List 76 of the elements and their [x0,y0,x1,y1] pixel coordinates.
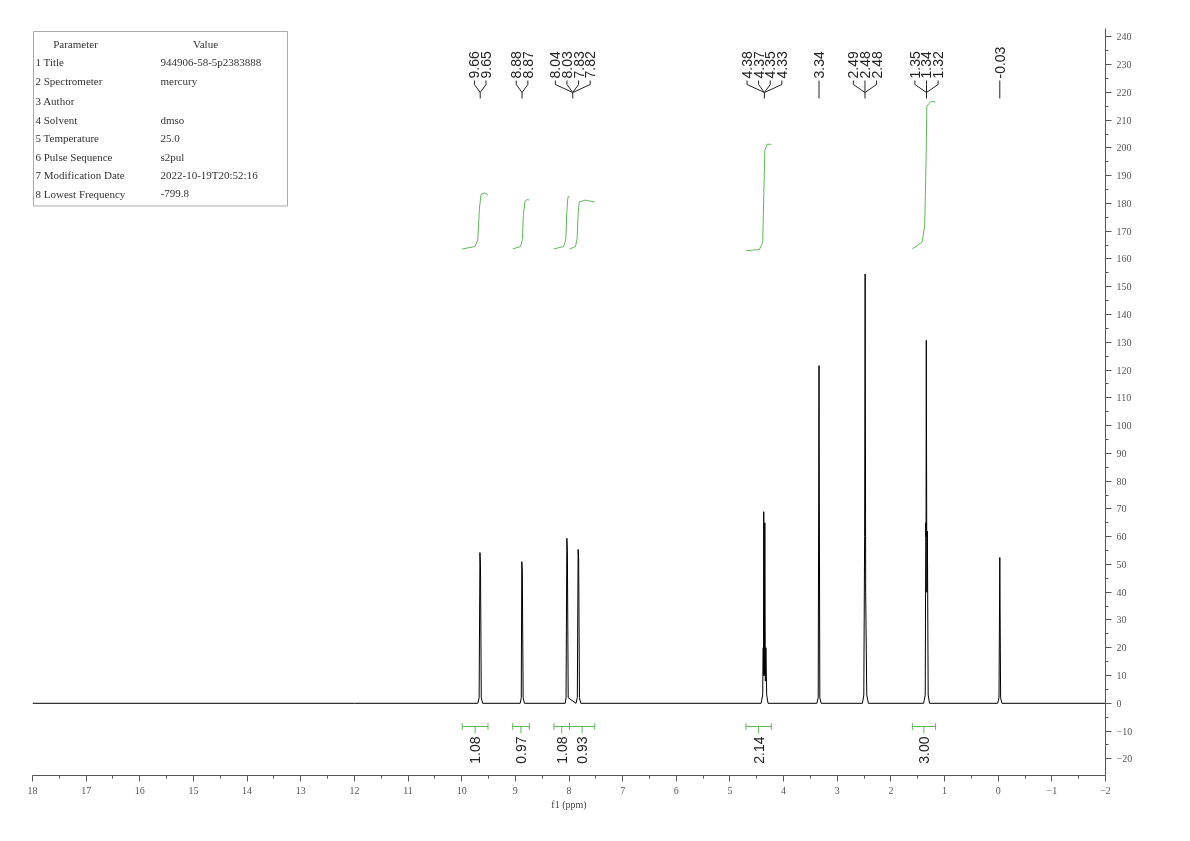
x-tick-label: 17 [81,784,92,796]
x-tick-label: −2 [1100,784,1111,796]
annotation: 1.32 [930,51,947,79]
annotation: 9.65 [478,51,495,79]
y-tick-label: 240 [1116,31,1132,43]
annotation: 1.08 [553,736,570,764]
y-tick-label: 10 [1116,670,1127,682]
x-tick-label: 7 [620,784,626,796]
y-tick-label: −20 [1116,753,1133,765]
annotation: 1.08 [467,736,484,764]
annotation: 3 Author [35,95,75,107]
x-tick-label: 0 [995,784,1001,796]
x-tick-label: 8 [566,784,572,796]
x-tick-label: 11 [403,784,413,796]
annotation: 2.14 [750,736,767,764]
annotation: 0.93 [574,736,591,764]
text: 8 Lowest Frequency -799.8 [35,187,189,200]
annotation: -0.03 [991,46,1008,79]
y-tick-label: −10 [1116,725,1133,737]
y-tick-label: 180 [1116,197,1132,209]
x-tick-label: 4 [781,784,787,796]
line-series [911,100,936,250]
line-series [745,143,772,252]
y-tick-label: 220 [1116,86,1132,98]
x-tick-label: −1 [1046,784,1058,796]
y-tick-label: 190 [1116,170,1132,182]
x-tick-label: 13 [295,784,306,796]
x-axis-title: f1 (ppm) [551,798,587,811]
x-tick-label: 3 [834,784,840,796]
y-tick-label: 140 [1116,309,1132,321]
y-tick-label: 20 [1116,642,1127,654]
line-series [32,273,1106,704]
x-tick-label: 1 [942,784,948,796]
y-tick-label: 200 [1116,142,1132,154]
annotation: 3.34 [811,51,828,79]
y-tick-label: 30 [1116,614,1127,626]
y-tick-label: 150 [1116,281,1132,293]
text: 1 Title 944906-58-5p2383888 [35,56,262,68]
x-tick-label: 2 [888,784,894,796]
x-tick-label: 16 [134,784,145,796]
x-tick-label: 5 [727,784,733,796]
x-tick-label: 10 [456,784,467,796]
y-tick-label: 50 [1116,558,1127,570]
text: 2 Spectrometer mercury [35,74,198,87]
y-tick-label: 70 [1116,503,1127,515]
y-tick-label: 130 [1116,336,1132,348]
y-tick-label: 210 [1116,114,1132,126]
line-series [461,192,489,250]
text: Parameter Value [53,37,219,50]
annotation: 3.00 [915,736,932,764]
y-tick-label: 110 [1116,392,1132,404]
y-tick-label: 120 [1116,364,1132,376]
line-series [512,199,530,250]
text: 5 Temperature 25.0 [35,131,180,144]
y-tick-label: 60 [1116,531,1127,543]
x-tick-label: 12 [349,784,360,796]
y-tick-label: 90 [1116,447,1127,459]
x-tick-label: 9 [512,784,518,796]
line-series [553,195,571,250]
x-tick-label: 6 [673,784,679,796]
annotation: 1.35 [906,51,923,79]
y-tick-label: 160 [1116,253,1132,265]
text: 6 Pulse Sequence s2pul [35,150,185,163]
x-tick-label: 18 [27,784,38,796]
x-tick-label: 14 [242,784,253,796]
annotation: 0.97 [512,736,529,764]
text: 4 Solvent dmso [35,113,185,126]
y-tick-label: 100 [1116,420,1132,432]
line-series [569,199,596,250]
x-tick-label: 15 [188,784,199,796]
y-tick-label: 230 [1116,59,1132,71]
y-tick-label: 80 [1116,475,1127,487]
y-tick-label: 0 [1116,697,1122,709]
y-tick-label: 170 [1116,225,1132,237]
text: 7 Modification Date 2022-10-19T20:52:16 [35,169,258,181]
y-tick-label: 40 [1116,586,1127,598]
